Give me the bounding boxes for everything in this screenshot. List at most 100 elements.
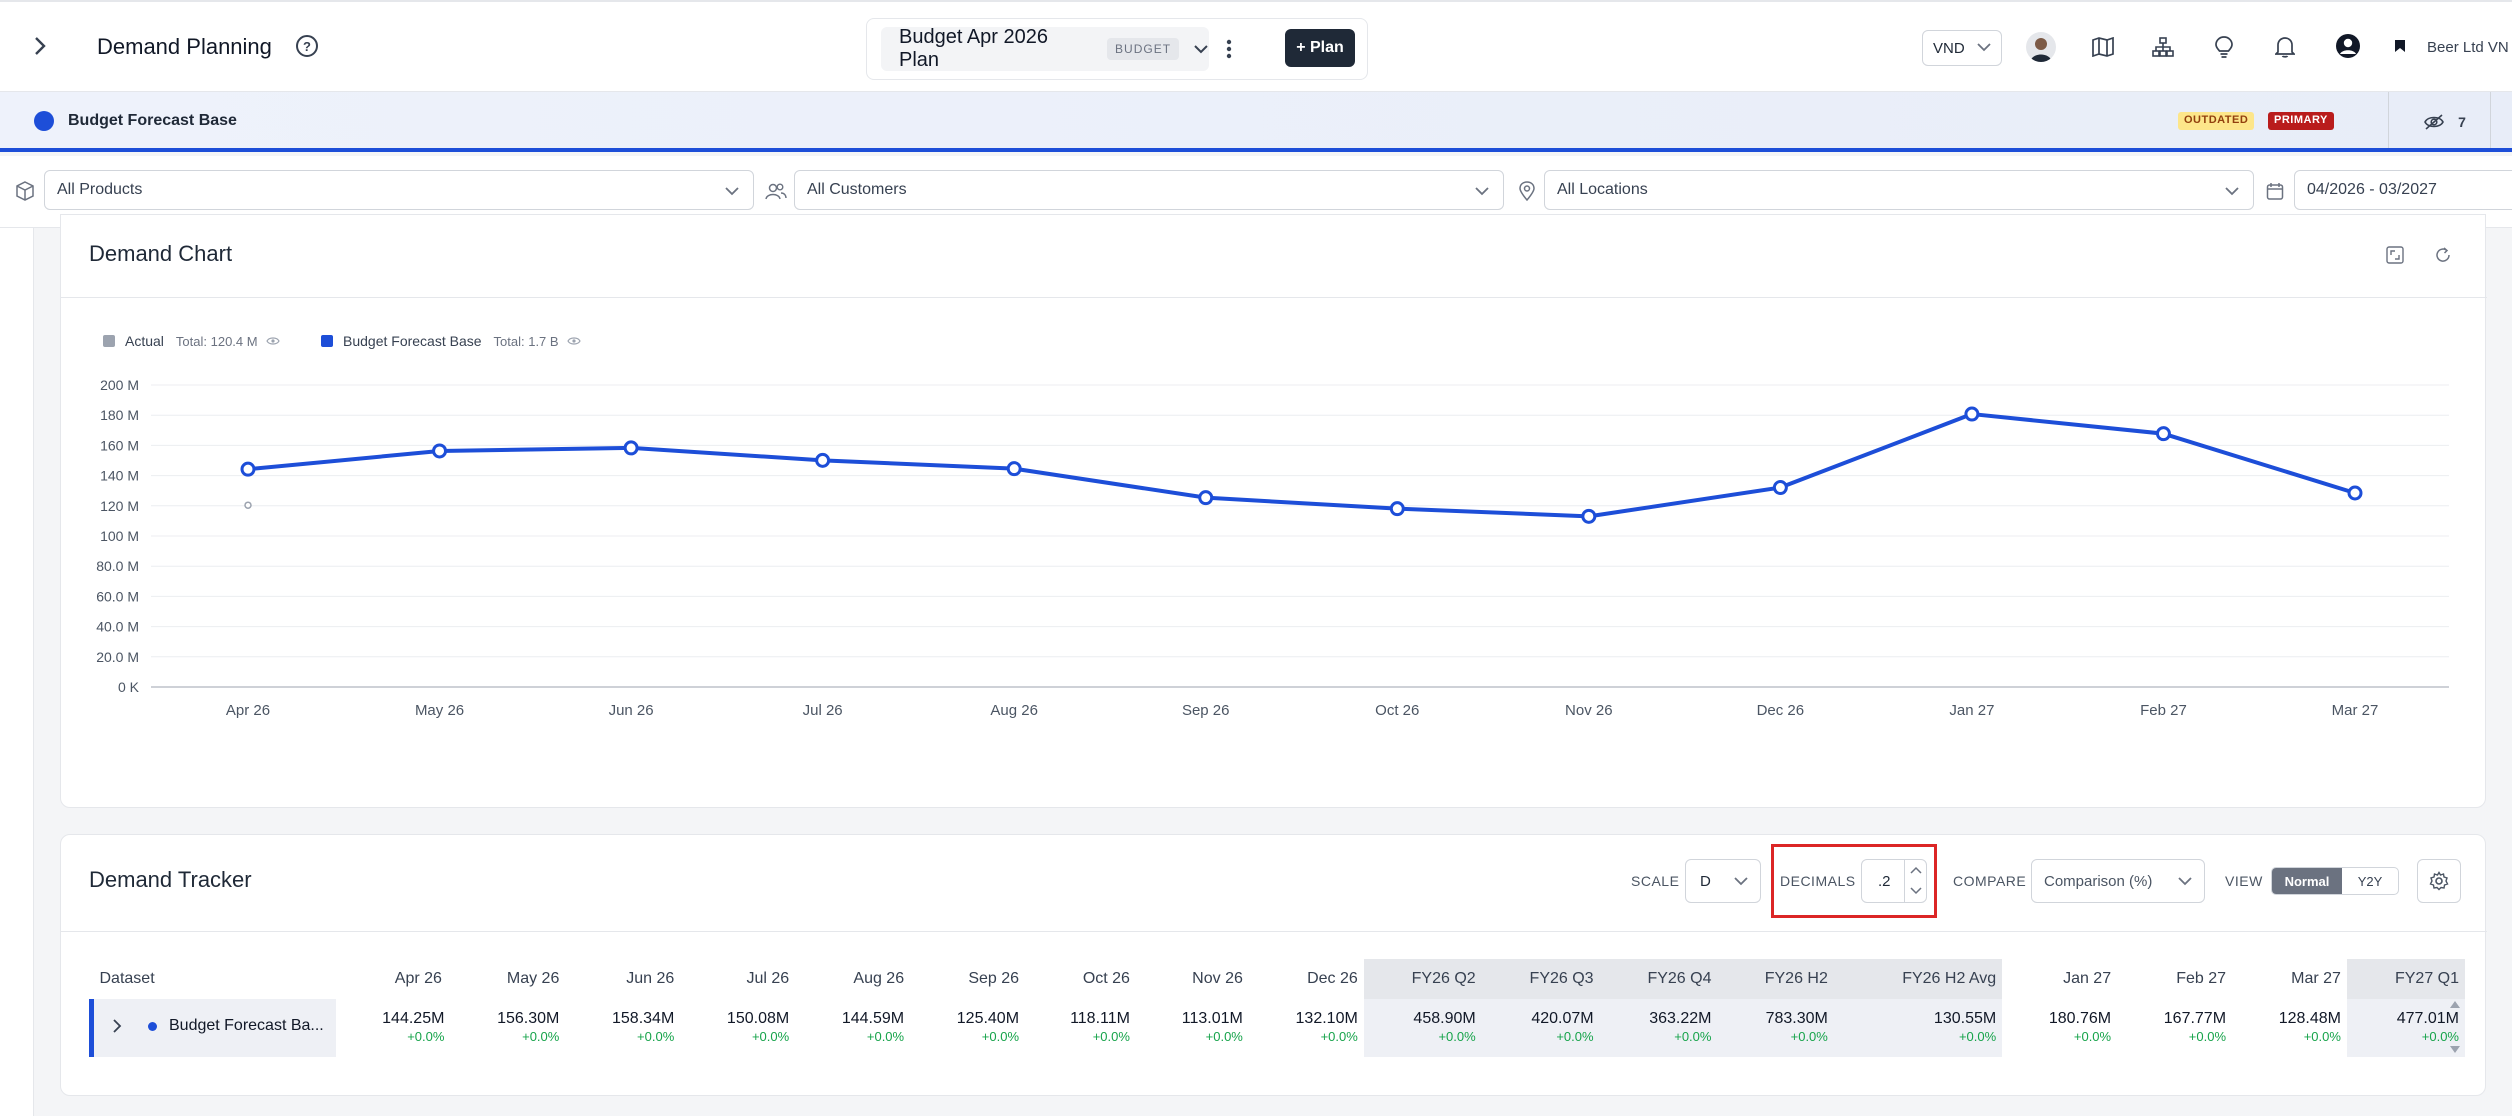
cell-change-percent: +0.0% <box>2421 1029 2459 1044</box>
refresh-icon[interactable] <box>2431 243 2455 267</box>
value-cell[interactable]: 128.48M +0.0% <box>2232 999 2347 1057</box>
cell-value: 458.90M <box>1413 1010 1476 1027</box>
value-cell[interactable]: 458.90M +0.0% <box>1363 999 1482 1057</box>
data-point <box>2347 485 2363 501</box>
user-avatar[interactable] <box>2026 32 2056 62</box>
column-header: Apr 26 <box>394 970 442 987</box>
cell-value: 156.30M <box>497 1010 560 1027</box>
company-name[interactable]: Beer Ltd VN <box>2427 39 2509 56</box>
legend-item-budget-forecast-base[interactable]: Budget Forecast Base Total: 1.7 B <box>321 333 581 349</box>
data-point <box>240 461 256 477</box>
x-tick-label: Apr 26 <box>226 702 270 719</box>
eye-icon[interactable] <box>265 336 280 346</box>
eye-off-icon <box>2424 114 2444 130</box>
data-point <box>1964 406 1980 422</box>
data-point <box>1389 501 1405 517</box>
cell-change-percent: +0.0% <box>2188 1029 2227 1044</box>
notification-bell-icon[interactable] <box>2272 34 2298 60</box>
column-header: FY26 H2 Avg <box>1833 959 2003 999</box>
table-row[interactable]: Budget Forecast Ba... 144.25M +0.0% 156.30… <box>89 999 2465 1057</box>
cell-change-percent: +0.0% <box>1556 1029 1594 1044</box>
currency-select[interactable]: VND <box>1922 30 2002 66</box>
view-normal-button[interactable]: Normal <box>2272 868 2342 894</box>
hidden-scenarios-toggle[interactable]: 7 <box>2412 110 2478 134</box>
help-icon[interactable]: ? <box>296 35 318 57</box>
scale-select[interactable]: D <box>1685 859 1761 903</box>
cell-change-percent: +0.0% <box>1320 1029 1358 1044</box>
plan-select[interactable]: Budget Apr 2026 Plan BUDGET <box>881 26 1209 71</box>
value-cell[interactable]: 118.11M +0.0% <box>1025 999 1136 1057</box>
value-cell[interactable]: 783.30M +0.0% <box>1717 999 1834 1057</box>
chevron-down-icon[interactable] <box>1910 887 1922 895</box>
gear-icon <box>2429 871 2449 891</box>
y-tick-label: 80.0 M <box>96 558 139 574</box>
lightbulb-icon[interactable] <box>2211 34 2237 60</box>
cell-value: 144.25M <box>382 1010 445 1027</box>
value-cell[interactable]: 420.07M +0.0% <box>1481 999 1600 1057</box>
chevron-right-icon[interactable] <box>112 1018 122 1034</box>
locations-filter[interactable]: All Locations <box>1544 170 2254 210</box>
account-icon[interactable] <box>2334 32 2362 60</box>
value-cell[interactable]: 180.76M +0.0% <box>2002 999 2117 1057</box>
products-filter[interactable]: All Products <box>44 170 754 210</box>
primary-badge: PRIMARY <box>2268 112 2334 130</box>
add-plan-button[interactable]: + Plan <box>1285 29 1355 67</box>
value-cell[interactable]: 144.59M +0.0% <box>795 999 910 1057</box>
customers-filter[interactable]: All Customers <box>794 170 1504 210</box>
fullscreen-icon[interactable] <box>2383 243 2407 267</box>
value-cell[interactable]: 156.30M +0.0% <box>450 999 565 1057</box>
x-tick-label: Feb 27 <box>2140 702 2187 719</box>
decimals-stepper[interactable]: .2 <box>1861 859 1927 903</box>
dataset-cell[interactable]: Budget Forecast Ba... <box>89 999 336 1057</box>
compare-select[interactable]: Comparison (%) <box>2031 859 2205 903</box>
column-header: May 26 <box>506 970 560 987</box>
value-cell[interactable]: 130.55M +0.0% <box>1833 999 2003 1057</box>
value-cell[interactable]: 113.01M +0.0% <box>1136 999 1249 1057</box>
view-y2y-button[interactable]: Y2Y <box>2357 873 2383 889</box>
legend-item-actual[interactable]: Actual Total: 120.4 M <box>103 333 280 349</box>
value-cell[interactable]: 158.34M +0.0% <box>565 999 680 1057</box>
filter-bar: All Products All Customers All Locations… <box>0 156 2512 228</box>
dataset-column-header: Dataset <box>99 970 155 987</box>
tracker-settings-button[interactable] <box>2417 859 2461 903</box>
y-tick-label: 140 M <box>100 468 139 484</box>
value-cell[interactable]: 125.40M +0.0% <box>910 999 1025 1057</box>
chevron-up-icon[interactable] <box>1910 866 1922 874</box>
column-header: Mar 27 <box>2291 970 2341 987</box>
calendar-icon <box>2264 180 2286 202</box>
hierarchy-icon[interactable] <box>2150 34 2176 60</box>
cell-change-percent: +0.0% <box>407 1029 445 1044</box>
value-cell[interactable]: 477.01M +0.0% <box>2346 999 2465 1057</box>
value-cell[interactable]: 167.77M +0.0% <box>2117 999 2232 1057</box>
expand-sidebar-icon[interactable] <box>26 32 54 60</box>
value-cell[interactable]: 150.08M +0.0% <box>680 999 795 1057</box>
value-cell[interactable]: 144.25M +0.0% <box>336 999 451 1057</box>
cell-change-percent: +0.0% <box>981 1029 1020 1044</box>
more-options-icon[interactable] <box>1221 37 1237 61</box>
y-tick-label: 200 M <box>100 377 139 393</box>
value-cell[interactable]: 132.10M +0.0% <box>1249 999 1364 1057</box>
cell-change-percent: +0.0% <box>637 1029 675 1044</box>
plan-type-badge: BUDGET <box>1107 38 1180 60</box>
map-icon[interactable] <box>2090 34 2116 60</box>
dataset-name: Budget Forecast Ba... <box>169 1017 324 1034</box>
cell-value: 150.08M <box>726 1010 790 1027</box>
cell-value: 132.10M <box>1295 1010 1358 1027</box>
divider <box>61 931 2487 932</box>
date-range-picker[interactable]: 04/2026 - 03/2027 <box>2294 170 2512 210</box>
scenario-bar[interactable]: Budget Forecast Base OUTDATED PRIMARY 7 <box>0 92 2512 152</box>
cell-change-percent: +0.0% <box>2073 1029 2112 1044</box>
data-point <box>815 452 831 468</box>
y-tick-label: 120 M <box>100 498 139 514</box>
eye-icon[interactable] <box>566 336 581 346</box>
y-tick-label: 100 M <box>100 528 139 544</box>
cell-change-percent: +0.0% <box>1958 1029 1997 1044</box>
scroll-up-icon[interactable] <box>2449 999 2461 1009</box>
compare-value: Comparison (%) <box>2044 872 2153 890</box>
x-tick-label: Oct 26 <box>1375 702 1419 719</box>
cell-change-percent: +0.0% <box>2303 1029 2341 1044</box>
legend-total: Total: 1.7 B <box>493 333 559 349</box>
value-cell[interactable]: 363.22M +0.0% <box>1599 999 1718 1057</box>
scroll-down-icon[interactable] <box>2449 1045 2461 1055</box>
data-point <box>244 501 252 509</box>
